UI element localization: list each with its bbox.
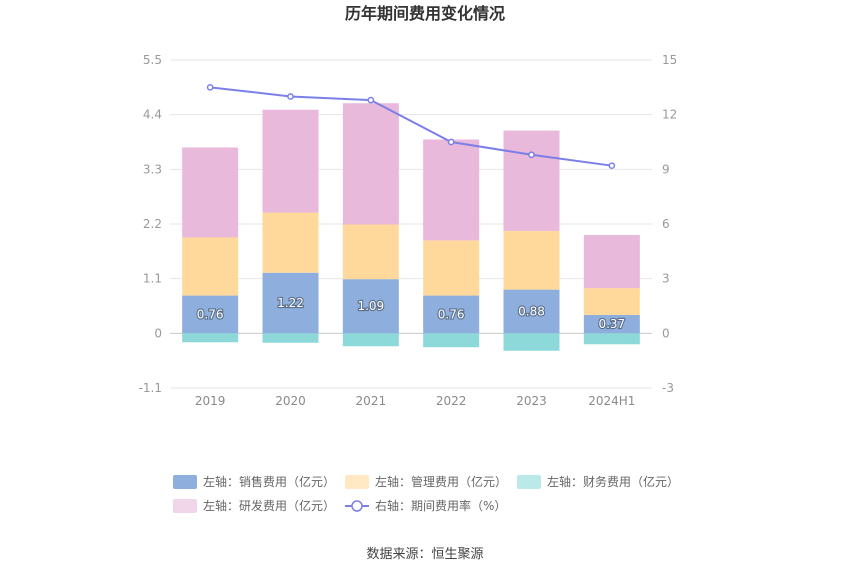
- bar-segment: [423, 139, 480, 241]
- right-tick-label: 12: [662, 108, 677, 122]
- rate-point: [206, 83, 214, 91]
- x-tick-label: 2024H1: [588, 394, 635, 408]
- legend-label: 左轴：研发费用（亿元）: [203, 498, 335, 513]
- rate-point: [287, 93, 294, 100]
- x-tick-label: 2020: [275, 394, 306, 408]
- legend-label: 左轴：财务费用（亿元）: [547, 474, 679, 489]
- right-axis: 15 12 9 6 3 0 -3: [662, 53, 677, 395]
- bar-segment: [503, 230, 560, 290]
- bar-segment: [262, 333, 319, 343]
- left-tick-label: -1.1: [139, 381, 162, 395]
- legend-item: 左轴：管理费用（亿元）: [345, 474, 507, 489]
- x-axis: 2019 2020 2021 2022 2023 2024H1: [195, 394, 636, 408]
- left-axis: 5.5 4.4 3.3 2.2 1.1 0 -1.1: [139, 53, 162, 395]
- bar-segment: [342, 224, 399, 280]
- bar-value-label: 1.22: [277, 296, 304, 310]
- bar-segment: [182, 333, 239, 343]
- x-tick-label: 2021: [356, 394, 387, 408]
- bar-segment: [423, 295, 480, 334]
- legend-item: 左轴：销售费用（亿元）: [173, 474, 335, 489]
- bar-segment: [503, 333, 560, 351]
- bar-segment: [262, 272, 319, 334]
- rate-line-path: [210, 86, 612, 167]
- bar-segment: [182, 295, 239, 334]
- bar-segment: [262, 212, 319, 273]
- bar-value-label: 0.76: [197, 307, 224, 321]
- bar-segment: [503, 289, 560, 334]
- legend-swatch: [345, 475, 369, 489]
- left-tick-label: 1.1: [143, 272, 162, 286]
- legend-swatch: [173, 499, 197, 513]
- right-tick-label: 0: [662, 326, 670, 340]
- legend-item: 右轴：期间费用率（%）: [345, 498, 506, 513]
- legend-item: 左轴：研发费用（亿元）: [173, 498, 335, 513]
- right-tick-label: -3: [662, 381, 674, 395]
- right-tick-label: 6: [662, 217, 670, 231]
- bar-segment: [583, 288, 640, 315]
- legend-label: 左轴：管理费用（亿元）: [375, 474, 507, 489]
- bar-segment: [583, 333, 640, 345]
- x-tick-label: 2019: [195, 394, 226, 408]
- legend-point-marker: [351, 500, 363, 512]
- legend-label: 左轴：销售费用（亿元）: [203, 474, 335, 489]
- rate-point: [447, 138, 455, 146]
- x-tick-label: 2023: [516, 394, 547, 408]
- left-tick-label: 5.5: [143, 53, 162, 67]
- left-tick-label: 2.2: [143, 217, 162, 231]
- bar-segment: [182, 147, 239, 238]
- left-tick-label: 0: [154, 326, 162, 340]
- legend-item: 左轴：财务费用（亿元）: [517, 474, 679, 489]
- bar-segment: [262, 109, 319, 213]
- right-tick-label: 9: [662, 162, 670, 176]
- bar-value-label: 1.09: [357, 299, 384, 313]
- bar-segment: [583, 314, 640, 334]
- rate-point: [528, 151, 535, 159]
- bar-segment: [423, 333, 480, 348]
- legend-swatch: [173, 475, 197, 489]
- bar-segment: [583, 234, 640, 289]
- right-tick-label: 3: [662, 272, 670, 286]
- left-tick-label: 3.3: [143, 162, 162, 176]
- rate-line: [206, 83, 616, 170]
- source-text: 数据来源：恒生聚源: [366, 547, 483, 562]
- legend: 左轴：销售费用（亿元） 左轴：管理费用（亿元） 左轴：财务费用（亿元） 左轴：研发费用…: [173, 474, 679, 513]
- bar-segment: [342, 333, 399, 347]
- left-tick-label: 4.4: [143, 108, 162, 122]
- rate-point: [367, 96, 375, 104]
- gridlines: [170, 59, 652, 389]
- bar-labels: 0.76 1.22 1.09 0.76 0.88 0.37: [196, 295, 627, 332]
- bar-value-label: 0.37: [598, 317, 625, 331]
- bar-segment: [423, 240, 480, 296]
- bars: [182, 103, 640, 351]
- bar-value-label: 0.76: [438, 307, 465, 321]
- x-tick-label: 2022: [436, 394, 467, 408]
- bar-segment: [182, 237, 239, 296]
- legend-label: 右轴：期间费用率（%）: [375, 498, 506, 513]
- chart-title: 历年期间费用变化情况: [345, 4, 505, 23]
- rate-point: [608, 162, 616, 170]
- bar-segment: [342, 279, 399, 334]
- legend-swatch: [517, 475, 541, 489]
- bar-segment: [503, 130, 560, 231]
- bar-value-label: 0.88: [518, 304, 545, 318]
- right-tick-label: 15: [662, 53, 677, 67]
- bar-segment: [342, 103, 399, 225]
